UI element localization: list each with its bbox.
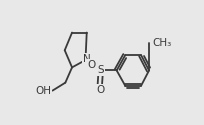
Text: O: O <box>88 60 96 70</box>
Text: O: O <box>97 85 105 95</box>
Text: OH: OH <box>35 86 51 96</box>
Text: S: S <box>98 65 104 75</box>
Text: N: N <box>83 54 91 64</box>
Text: CH₃: CH₃ <box>153 38 172 48</box>
